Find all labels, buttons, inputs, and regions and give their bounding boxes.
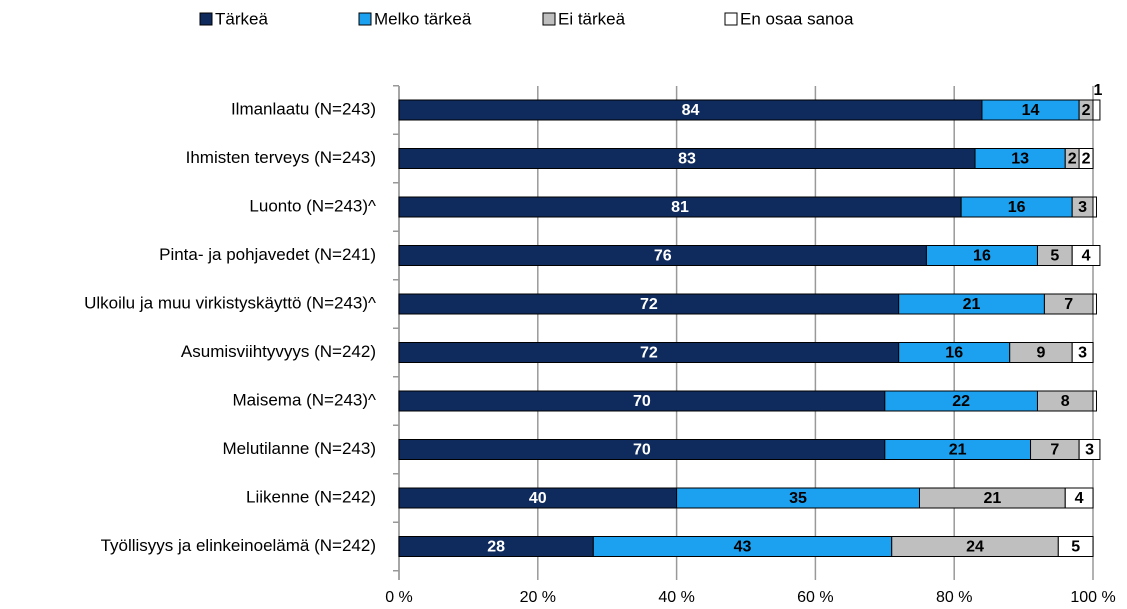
data-label: 3	[1085, 442, 1094, 459]
data-label: 83	[678, 151, 696, 168]
category-label: Liikenne (N=242)	[246, 487, 376, 506]
data-label: 43	[734, 539, 752, 556]
data-label: 4	[1075, 490, 1084, 507]
x-tick-label: 60 %	[797, 589, 833, 606]
x-tick-label: 40 %	[658, 589, 694, 606]
data-label: 35	[789, 490, 807, 507]
category-label: Ulkoilu ja muu virkistyskäyttö (N=243)^	[84, 293, 376, 312]
legend-swatch	[199, 12, 213, 26]
x-tick-label: 80 %	[936, 589, 972, 606]
legend-swatch	[542, 12, 556, 26]
data-label: 7	[1050, 442, 1059, 459]
category-label: Maisema (N=243)^	[232, 390, 376, 409]
data-label: 5	[1050, 248, 1059, 265]
data-label: 21	[963, 296, 981, 313]
data-label: 16	[945, 345, 963, 362]
bar-segment	[1078, 439, 1101, 460]
legend-label: En osaa sanoa	[740, 9, 854, 28]
data-label: 24	[966, 539, 984, 556]
data-label: 14	[1022, 102, 1040, 119]
data-label: 5	[1071, 539, 1080, 556]
data-label: 2	[1082, 102, 1091, 119]
data-label: 3	[1078, 345, 1087, 362]
data-label: 4	[1082, 248, 1091, 265]
data-label: 72	[640, 296, 658, 313]
data-label: 84	[682, 102, 700, 119]
data-label: 2	[1068, 151, 1077, 168]
data-label: 16	[973, 248, 991, 265]
data-label: 16	[1008, 199, 1026, 216]
bar-segment	[1071, 342, 1094, 363]
x-tick-label: 100 %	[1070, 589, 1115, 606]
bar-segment	[1092, 293, 1097, 315]
category-label: Ihmisten terveys (N=243)	[186, 148, 376, 167]
x-tick-label: 0 %	[385, 589, 413, 606]
legend-label: Tärkeä	[215, 9, 268, 28]
data-label: 81	[671, 199, 689, 216]
bar-segment	[1057, 536, 1094, 557]
data-label: 7	[1064, 296, 1073, 313]
data-label: 8	[1061, 393, 1070, 410]
x-tick-label: 20 %	[520, 589, 556, 606]
data-label: 13	[1011, 151, 1029, 168]
legend-swatch	[724, 12, 738, 26]
data-label: 40	[529, 490, 547, 507]
data-label: 76	[654, 248, 672, 265]
data-label: 70	[633, 442, 651, 459]
category-label: Luonto (N=243)^	[249, 196, 376, 215]
data-label: 21	[983, 490, 1001, 507]
data-label: 9	[1036, 345, 1045, 362]
data-label: 22	[952, 393, 970, 410]
bar-segment	[1092, 390, 1097, 412]
category-label: Pinta- ja pohjavedet (N=241)	[159, 245, 376, 264]
data-label: 70	[633, 393, 651, 410]
category-label: Ilmanlaatu (N=243)	[231, 99, 376, 118]
legend-swatch	[358, 12, 372, 26]
bar-segment	[1064, 487, 1094, 509]
bar-segment	[1078, 148, 1094, 169]
data-label: 72	[640, 345, 658, 362]
data-label: 2	[1082, 151, 1091, 168]
legend-label: Ei tärkeä	[558, 9, 626, 28]
bar-segment	[1092, 99, 1101, 121]
category-label: Työllisyys ja elinkeinoelämä (N=242)	[101, 536, 376, 555]
bar-segment	[1092, 196, 1097, 218]
data-label: 21	[949, 442, 967, 459]
legend-label: Melko tärkeä	[374, 9, 472, 28]
data-label: 28	[487, 539, 505, 556]
category-label: Asumisviihtyvyys (N=242)	[181, 342, 376, 361]
bar-segment	[1071, 245, 1101, 266]
data-label: 1	[1093, 82, 1102, 99]
data-label: 3	[1078, 199, 1087, 216]
category-label: Melutilanne (N=243)	[222, 439, 376, 458]
